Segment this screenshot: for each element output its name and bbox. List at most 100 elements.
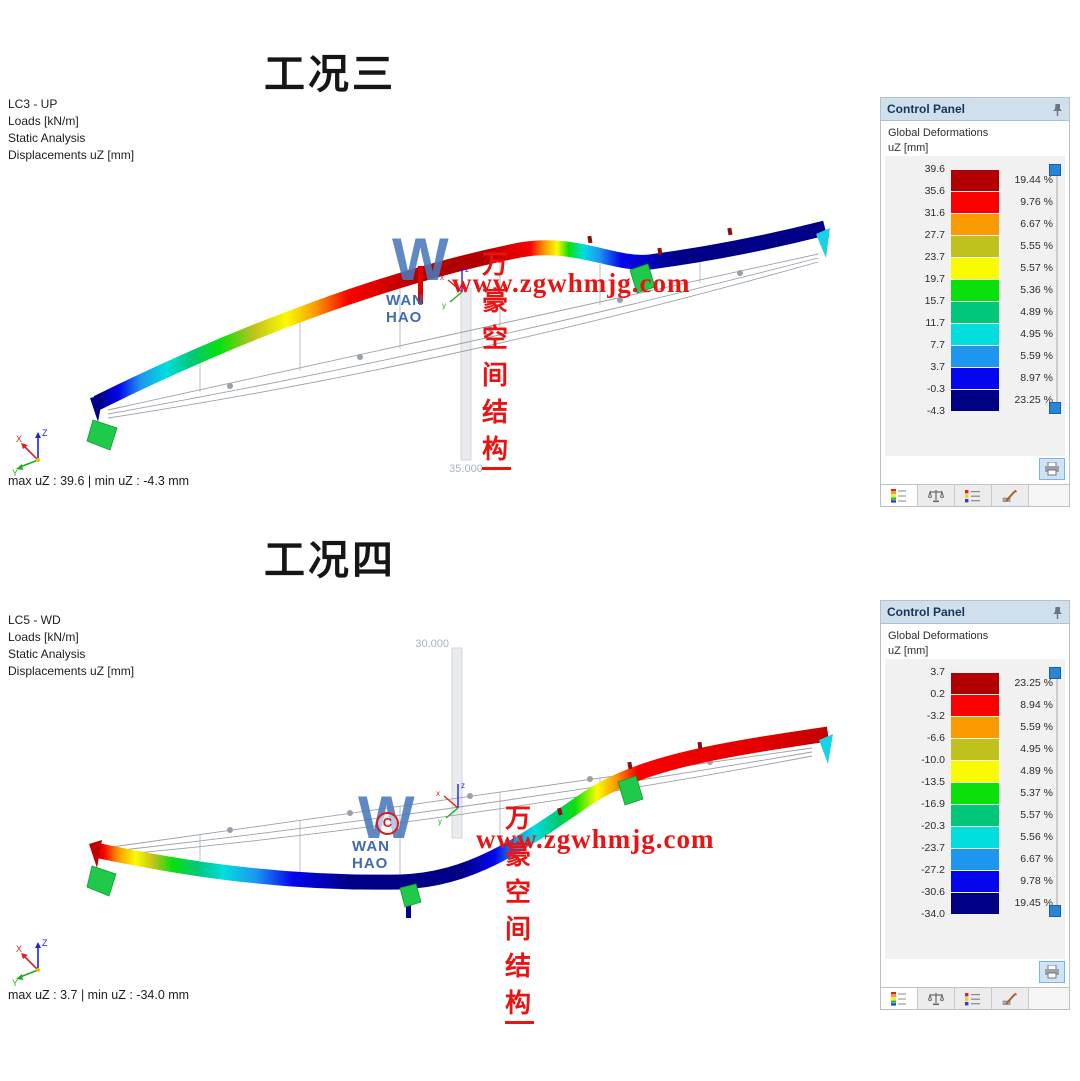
legend-color-band (951, 390, 999, 411)
axis-y-label: Y (12, 978, 18, 986)
legend-color-band (951, 280, 999, 301)
view-axis-triad-lc3: Z X Y (12, 424, 58, 481)
legend-value: 15.7 (924, 295, 945, 307)
legend-color-band (951, 368, 999, 389)
legend-color-band (951, 849, 999, 870)
lc5-minmax-text: max uZ : 3.7 | min uZ : -34.0 mm (8, 988, 190, 1002)
legend-value: -20.3 (921, 820, 945, 832)
lc5-result-label: Displacements uZ [mm] (8, 664, 135, 678)
mini-axis-triad: z x y (436, 781, 465, 826)
tab-display-filter[interactable] (992, 988, 1029, 1009)
panel-print-button[interactable] (1039, 458, 1065, 480)
legend-percent: 9.78 % (1020, 875, 1053, 887)
pin-icon[interactable] (1052, 103, 1063, 116)
beam-left-tip (90, 395, 103, 422)
legend-color-band (951, 302, 999, 323)
svg-text:y: y (442, 301, 446, 310)
legend-value: 27.7 (924, 229, 945, 241)
tab-color-scale[interactable] (881, 988, 918, 1009)
panel-result-type: Global Deformations uZ [mm] (888, 127, 989, 154)
tab-factors[interactable] (918, 485, 955, 506)
control-panel-header[interactable]: Control Panel (881, 98, 1069, 121)
control-panel-lc3: Control Panel Global Deformations uZ [mm… (880, 97, 1070, 507)
wanhao-logo-text: WAN HAO (352, 838, 390, 872)
legend-value: -13.5 (921, 776, 945, 788)
pin-icon[interactable] (1052, 606, 1063, 619)
scale-slider-handle-bottom[interactable] (1049, 402, 1061, 414)
lc3-analysis-label: Static Analysis (8, 131, 86, 145)
panel-tab-bar (881, 484, 1069, 506)
svg-text:x: x (436, 789, 440, 798)
mini-axis-triad: z x y (440, 265, 469, 310)
section2-title: 工况四 (264, 537, 396, 583)
legend-color-band (951, 827, 999, 848)
tab-bar-spacer (1029, 988, 1069, 1009)
legend-color-band (951, 805, 999, 826)
legend-value: -30.6 (921, 886, 945, 898)
cable-hangers (199, 253, 701, 392)
wanhao-logo-badge: C (376, 812, 399, 835)
legend-color-band (951, 258, 999, 279)
legend-value: 19.7 (924, 273, 945, 285)
lc5-info-block: LC5 - WD Loads [kN/m] Static Analysis Di… (8, 612, 134, 680)
panel-result-type: Global Deformations uZ [mm] (888, 630, 989, 657)
model-view-lc3[interactable]: 35.000 z x y (0, 90, 880, 508)
pen-beam-icon (1002, 489, 1017, 502)
legend-percent: 9.76 % (1020, 196, 1053, 208)
scale-slider-handle-top[interactable] (1049, 164, 1061, 176)
legend-percent: 5.59 % (1020, 350, 1053, 362)
legend-percent: 4.95 % (1020, 328, 1053, 340)
model-view-lc5[interactable]: 30.000 z x y (0, 590, 880, 1010)
legend-value: 7.7 (930, 339, 945, 351)
section1-title: 工况三 (264, 51, 396, 97)
legend-percent: 23.25 % (1014, 677, 1053, 689)
tab-bar-spacer (1029, 485, 1069, 506)
legend-percent: 4.89 % (1020, 765, 1053, 777)
scale-slider-handle-top[interactable] (1049, 667, 1061, 679)
legend-color-band (951, 192, 999, 213)
scales-icon (928, 489, 944, 502)
lc3-minmax-text: max uZ : 39.6 | min uZ : -4.3 mm (8, 474, 190, 488)
legend-color-band (951, 324, 999, 345)
legend-value: 11.7 (925, 317, 945, 329)
legend-percent: 23.25 % (1014, 394, 1053, 406)
legend-value: -0.3 (926, 383, 945, 395)
legend-value: -27.2 (921, 864, 945, 876)
control-panel-lc5: Control Panel Global Deformations uZ [mm… (880, 600, 1070, 1010)
legend-percent: 5.56 % (1020, 831, 1053, 843)
mast-dimension-label: 30.000 (415, 638, 449, 650)
panel-print-button[interactable] (1039, 961, 1065, 983)
legend-color-band (951, 761, 999, 782)
svg-text:y: y (438, 817, 442, 826)
watermark-url: www.zgwhmjg.com (452, 268, 691, 298)
legend-percent: 5.57 % (1020, 809, 1053, 821)
color-scale-legend: 39.6 35.6 31.6 27.7 23.7 19.7 15.7 11.7 7.7 3.7 -0… (887, 163, 1065, 417)
tab-color-scale[interactable] (881, 485, 918, 506)
lc3-case-label: LC3 - UP (8, 97, 58, 111)
tab-factors[interactable] (918, 988, 955, 1009)
legend-percent: 4.89 % (1020, 306, 1053, 318)
control-panel-title: Control Panel (887, 605, 966, 619)
legend-value: 0.2 (930, 688, 945, 700)
tab-filter-list[interactable] (955, 988, 992, 1009)
svg-text:z: z (465, 265, 469, 274)
lc3-result-label: Displacements uZ [mm] (8, 148, 135, 162)
beam-right-tip (816, 228, 830, 258)
tab-filter-list[interactable] (955, 485, 992, 506)
control-panel-header[interactable]: Control Panel (881, 601, 1069, 624)
mast-dimension-label: 35.000 (449, 463, 483, 475)
legend-percent: 19.45 % (1014, 897, 1053, 909)
wanhao-logo-letter: W (392, 226, 449, 293)
scale-slider-handle-bottom[interactable] (1049, 905, 1061, 917)
legend-value: -4.3 (926, 405, 945, 417)
scales-icon (928, 992, 944, 1005)
legend-value: -6.6 (926, 732, 945, 744)
svg-text:x: x (440, 273, 444, 282)
beam-left-tip (89, 840, 102, 868)
legend-color-band (951, 170, 999, 191)
legend-percent: 6.67 % (1020, 853, 1053, 865)
beam-stiffener-fin (418, 266, 423, 304)
lc5-loads-label: Loads [kN/m] (8, 630, 79, 644)
legend-percent: 4.95 % (1020, 743, 1053, 755)
tab-display-filter[interactable] (992, 485, 1029, 506)
